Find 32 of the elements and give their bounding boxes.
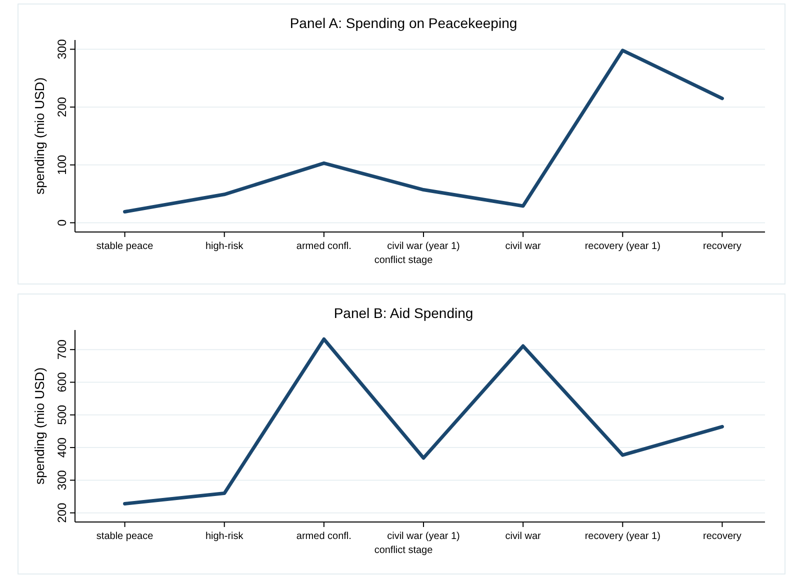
- y-axis-title: spending (mio USD): [32, 77, 47, 195]
- y-tick-label: 300: [55, 470, 69, 490]
- x-tick-label: high-risk: [205, 531, 244, 542]
- x-tick-label: armed confl.: [296, 241, 352, 252]
- y-tick-label: 200: [55, 96, 69, 118]
- y-axis-title: spending (mio USD): [32, 367, 47, 485]
- y-tick-label: 400: [55, 437, 69, 458]
- x-tick-label: recovery: [703, 531, 742, 542]
- y-tick-label: 600: [55, 372, 69, 392]
- y-tick-label: 300: [55, 38, 69, 60]
- x-tick-label: civil war (year 1): [387, 531, 460, 542]
- x-tick-label: civil war: [505, 531, 542, 542]
- x-tick-label: recovery (year 1): [584, 241, 660, 252]
- x-tick-label: civil war: [505, 241, 542, 252]
- line-series: [123, 337, 724, 506]
- y-tick-label: 100: [55, 154, 69, 175]
- y-tick-label: 500: [55, 404, 69, 425]
- x-axis-title: conflict stage: [374, 545, 434, 556]
- chart-title: Panel B: Aid Spending: [334, 305, 474, 321]
- x-tick-label: high-risk: [205, 241, 244, 252]
- x-tick-label: stable peace: [96, 531, 154, 542]
- y-tick-label: 200: [55, 502, 69, 523]
- x-tick-label: civil war (year 1): [387, 241, 460, 252]
- x-tick-label: recovery: [703, 241, 742, 252]
- y-tick-label: 700: [55, 339, 69, 360]
- x-tick-label: recovery (year 1): [584, 531, 660, 542]
- y-tick-label: 0: [55, 219, 69, 226]
- line-series: [123, 48, 724, 214]
- x-tick-label: armed confl.: [296, 531, 352, 542]
- x-tick-label: stable peace: [96, 241, 154, 252]
- x-axis-title: conflict stage: [374, 255, 434, 266]
- chart-title: Panel A: Spending on Peacekeeping: [290, 15, 518, 31]
